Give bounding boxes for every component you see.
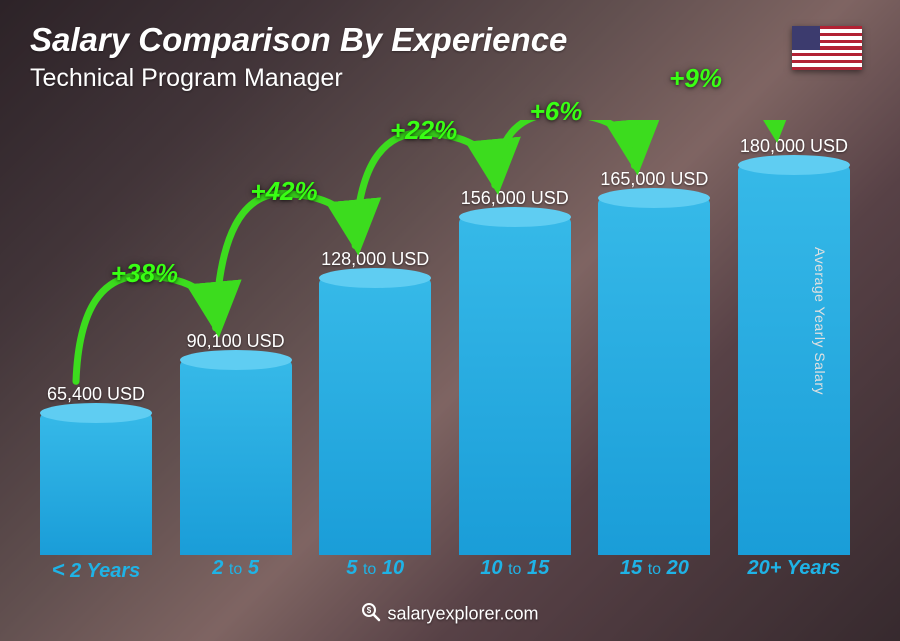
bar [319,278,431,555]
bar-value-label: 65,400 USD [47,384,145,405]
delta-pct-label: +6% [530,96,583,127]
bar [40,413,152,555]
bar-group: 128,000 USD [309,249,441,555]
page-title: Salary Comparison By Experience [30,22,870,58]
page-subtitle: Technical Program Manager [30,64,870,93]
x-axis-label: 15 to 20 [588,557,720,583]
bar-value-label: 128,000 USD [321,249,429,270]
y-axis-label: Average Yearly Salary [812,247,828,395]
bar [738,165,850,555]
x-axis-label: 5 to 10 [309,557,441,583]
x-axis-label: 2 to 5 [170,557,302,583]
bar [180,360,292,555]
x-axis-labels: < 2 Years 2 to 5 5 to 10 10 to 15 15 to 20 20… [30,557,860,583]
bar-value-label: 180,000 USD [740,136,848,157]
magnify-dollar-icon: $ [361,602,381,627]
bar-group: 156,000 USD [449,188,581,555]
header: Salary Comparison By Experience Technica… [30,22,870,93]
x-axis-label: 10 to 15 [449,557,581,583]
content-container: Salary Comparison By Experience Technica… [0,0,900,641]
x-axis-label: < 2 Years [30,557,162,583]
bar-group: 165,000 USD [588,169,720,556]
bar [598,198,710,556]
delta-pct-label: +42% [250,176,317,207]
footer-site: salaryexplorer.com [387,603,538,623]
bar-group: 90,100 USD [170,331,302,555]
bar-value-label: 90,100 USD [187,331,285,352]
x-axis-label: 20+ Years [728,557,860,583]
delta-pct-label: +38% [111,258,178,289]
chart-area: 65,400 USD 90,100 USD 128,000 USD 156,000 U… [30,120,860,583]
bar-group: 65,400 USD [30,384,162,555]
bar-row: 65,400 USD 90,100 USD 128,000 USD 156,000 U… [30,135,860,555]
bar [459,217,571,555]
bar-value-label: 165,000 USD [600,169,708,190]
usa-flag-icon [792,26,862,70]
svg-text:$: $ [367,606,372,615]
delta-pct-label: +9% [669,63,722,94]
bar-group: 180,000 USD [728,136,860,555]
delta-pct-label: +22% [390,115,457,146]
footer: $ salaryexplorer.com [0,602,900,627]
bar-value-label: 156,000 USD [461,188,569,209]
